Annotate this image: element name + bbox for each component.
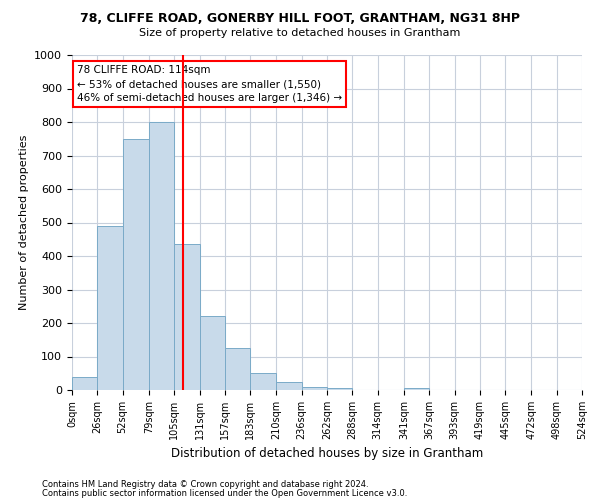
Bar (302, 386, 327, 390)
Bar (174, 244, 200, 390)
Text: Size of property relative to detached houses in Grantham: Size of property relative to detached ho… (139, 28, 461, 38)
Bar (404, 388, 429, 390)
Text: Contains public sector information licensed under the Open Government Licence v3: Contains public sector information licen… (42, 488, 407, 498)
Bar (225, 348, 250, 390)
Bar (72, 376, 97, 390)
Bar (277, 382, 302, 390)
Text: 78 CLIFFE ROAD: 114sqm
← 53% of detached houses are smaller (1,550)
46% of semi-: 78 CLIFFE ROAD: 114sqm ← 53% of detached… (77, 65, 342, 103)
Bar (327, 388, 352, 390)
Y-axis label: Number of detached properties: Number of detached properties (19, 135, 29, 310)
Bar (97, 226, 122, 390)
Bar (149, 122, 174, 390)
Text: 78, CLIFFE ROAD, GONERBY HILL FOOT, GRANTHAM, NG31 8HP: 78, CLIFFE ROAD, GONERBY HILL FOOT, GRAN… (80, 12, 520, 26)
Bar (199, 316, 225, 390)
Text: Contains HM Land Registry data © Crown copyright and database right 2024.: Contains HM Land Registry data © Crown c… (42, 480, 368, 489)
X-axis label: Distribution of detached houses by size in Grantham: Distribution of detached houses by size … (171, 448, 483, 460)
Bar (122, 138, 149, 390)
Bar (250, 373, 277, 390)
